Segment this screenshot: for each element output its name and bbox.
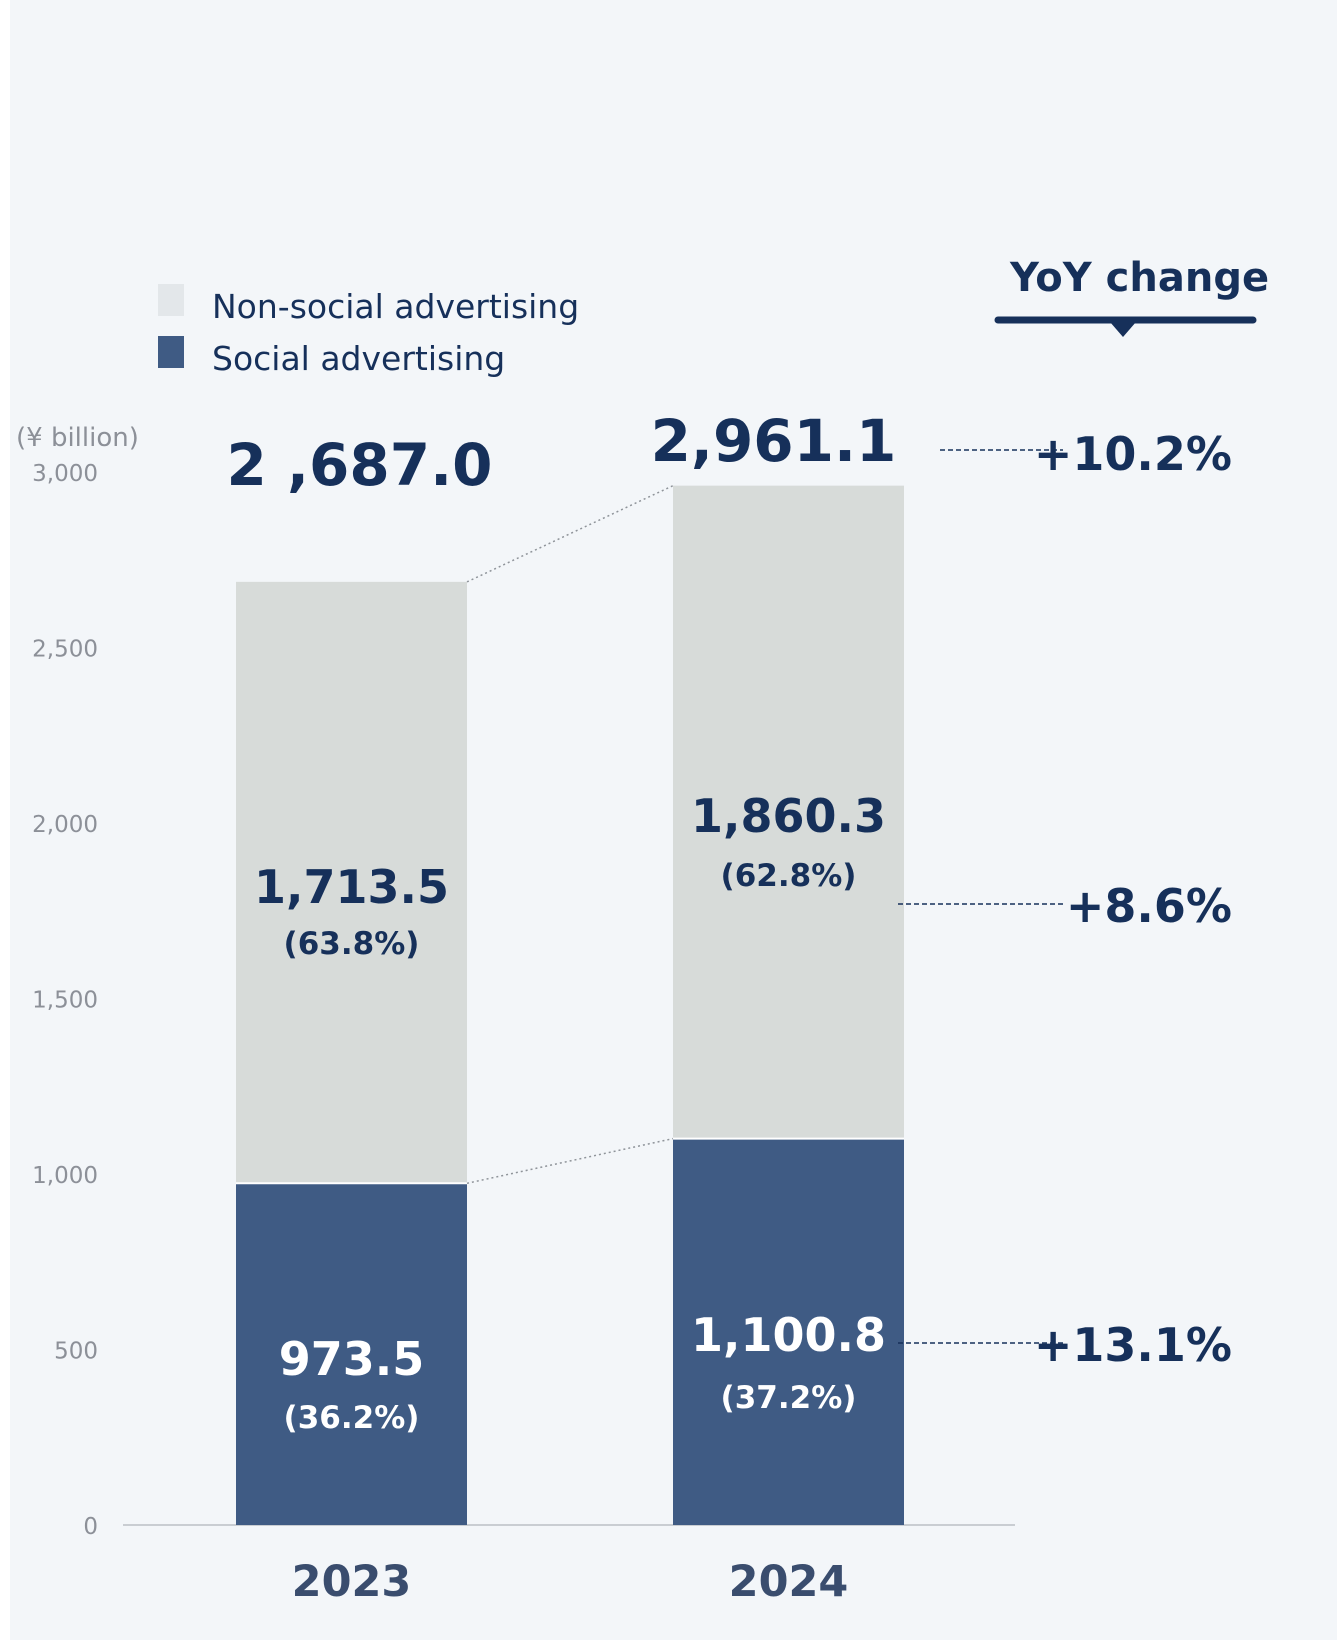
y-tick-label: 1,000 [32,1163,98,1189]
x-tick-label: 2024 [729,1557,849,1607]
social-value-label: 1,100.8 [691,1308,886,1362]
connector-social [466,1137,674,1185]
bar-non-social [236,581,467,1184]
legend-label-social: Social advertising [212,339,506,378]
connector-total [466,484,674,583]
yoy-total-label: +10.2% [1034,427,1232,481]
y-tick-label: 500 [54,1339,98,1365]
y-axis-label: (¥ billion) [16,423,139,453]
bar-social [673,1138,904,1525]
non-social-share-label: (62.8%) [721,858,857,894]
stacked-bar-chart: (¥ billion) 0 500 1,000 1,500 2,000 2,500 3,000… [16,316,1257,1607]
bar-social [236,1183,467,1525]
chart-panel: (¥ billion) 0 500 1,000 1,500 2,000 2,500 3,000… [10,0,1337,1640]
y-tick-label: 2,500 [32,637,98,663]
yoy-social-label: +13.1% [1034,1318,1232,1372]
social-share-label: (37.2%) [721,1380,857,1416]
legend-swatch-social [158,336,184,368]
legend-swatch-non-social [158,284,184,316]
social-share-label: (36.2%) [284,1400,420,1436]
non-social-value-label: 1,713.5 [254,860,449,914]
y-tick-label: 0 [83,1514,98,1540]
yoy-change-title: YoY change [1010,255,1270,301]
legend-label-non-social: Non-social advertising [212,287,580,326]
total-label: 2 ,687.0 [226,431,492,499]
total-label: 2,961.1 [651,407,897,475]
bar-non-social [673,485,904,1139]
yoy-underline-notch [1110,322,1136,337]
yoy-non-social-label: +8.6% [1066,879,1232,933]
y-tick-label: 1,500 [32,988,98,1014]
non-social-share-label: (63.8%) [284,926,420,962]
y-tick-label: 3,000 [32,461,98,487]
y-tick-label: 2,000 [32,812,98,838]
non-social-value-label: 1,860.3 [691,789,886,843]
x-tick-label: 2023 [292,1557,412,1607]
social-value-label: 973.5 [279,1332,425,1386]
